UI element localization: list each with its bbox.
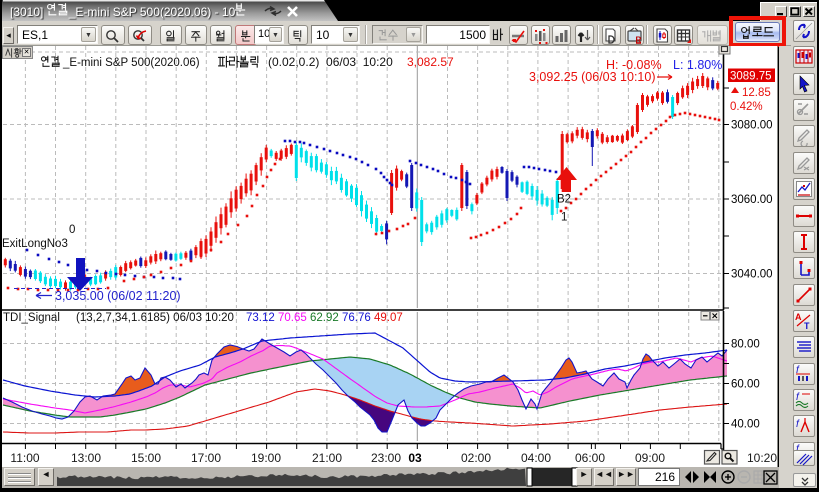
svg-text:B2: B2 (557, 194, 571, 206)
svg-text:11:00: 11:00 (10, 451, 39, 465)
svg-text:f: f (796, 419, 800, 430)
svg-text:T: T (804, 321, 810, 331)
svg-text:3,035.00 (06/02 11:20): 3,035.00 (06/02 11:20) (55, 289, 181, 303)
svg-text:40.00: 40.00 (731, 419, 760, 431)
svg-text:10:20: 10:20 (747, 451, 777, 465)
svg-text:19:00: 19:00 (251, 451, 281, 465)
svg-text:3060.00: 3060.00 (731, 194, 773, 206)
svg-text:L: 1.80%: L: 1.80% (673, 58, 722, 72)
svg-text:R: R (635, 35, 641, 44)
svg-text:1: 1 (561, 212, 567, 224)
svg-text:0.42%: 0.42% (730, 101, 763, 113)
svg-text:13:00: 13:00 (71, 451, 101, 465)
svg-text:H: -0.08%: H: -0.08% (606, 58, 662, 72)
svg-text:03: 03 (408, 451, 422, 465)
svg-text:(0.02,0.2) 06/03 10:20: (0.02,0.2) 06/03 10:20 (268, 55, 393, 69)
svg-text:76.76: 76.76 (342, 312, 371, 324)
svg-text:f: f (796, 444, 800, 455)
svg-text:TDI_Signal: TDI_Signal (3, 312, 60, 324)
svg-text:A: A (795, 312, 802, 322)
svg-text:ExitLongNo3: ExitLongNo3 (2, 238, 68, 250)
svg-text:23:00: 23:00 (371, 451, 401, 465)
svg-text:3080.00: 3080.00 (731, 120, 773, 132)
svg-text:0: 0 (69, 224, 75, 236)
svg-text:3,092.25 (06/03 10:10): 3,092.25 (06/03 10:10) (529, 70, 656, 84)
svg-text:70.65: 70.65 (278, 312, 307, 324)
svg-text:04:00: 04:00 (521, 451, 551, 465)
svg-text:15:00: 15:00 (131, 451, 161, 465)
svg-text:3,082.57: 3,082.57 (407, 55, 454, 69)
svg-text:60.00: 60.00 (731, 379, 760, 391)
svg-text:_E-mini S&P 500(2020.06): _E-mini S&P 500(2020.06) (62, 57, 200, 69)
svg-text:f: f (796, 392, 800, 403)
svg-text:(13,2,7,34,1.6185) 06/03 10:20: (13,2,7,34,1.6185) 06/03 10:20 (76, 312, 234, 324)
svg-text:17:00: 17:00 (191, 451, 221, 465)
svg-text:06:00: 06:00 (575, 451, 605, 465)
svg-text:3089.75: 3089.75 (730, 71, 772, 83)
svg-text:3040.00: 3040.00 (731, 269, 773, 281)
svg-text:73.12: 73.12 (246, 312, 275, 324)
svg-text:f: f (796, 365, 800, 376)
svg-text:49.07: 49.07 (374, 312, 403, 324)
svg-text:02:00: 02:00 (461, 451, 491, 465)
svg-text:12.85: 12.85 (742, 87, 771, 99)
svg-text:21:00: 21:00 (312, 451, 342, 465)
svg-text:62.92: 62.92 (310, 312, 339, 324)
svg-text:09:00: 09:00 (635, 451, 665, 465)
svg-text:80.00: 80.00 (731, 339, 760, 351)
